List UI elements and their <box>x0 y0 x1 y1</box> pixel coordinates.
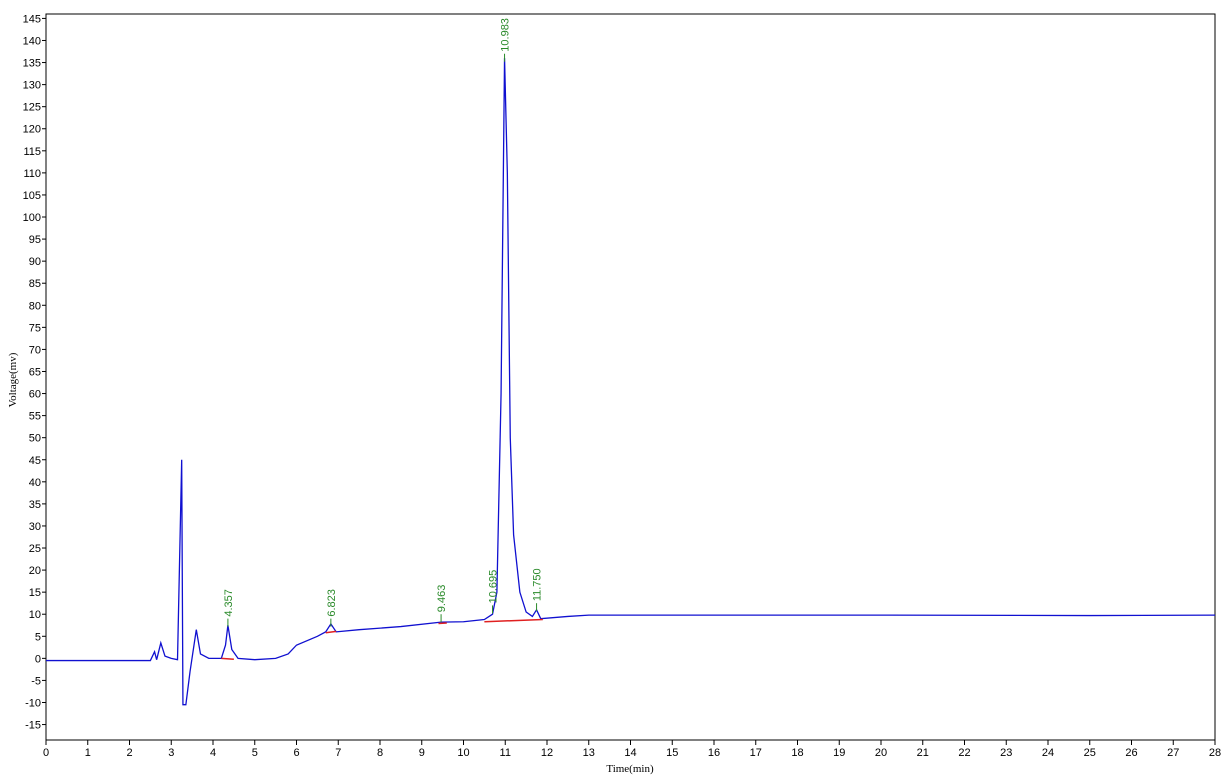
peak-label: 10.695 <box>488 570 500 604</box>
x-tick-label: 18 <box>791 747 803 759</box>
x-tick-label: 27 <box>1167 747 1179 759</box>
x-tick-label: 20 <box>875 747 887 759</box>
x-tick-label: 4 <box>210 747 216 759</box>
y-tick-label: 35 <box>29 499 41 511</box>
y-tick-label: 100 <box>23 212 41 224</box>
y-tick-label: 30 <box>29 521 41 533</box>
x-tick-label: 19 <box>833 747 845 759</box>
y-tick-label: 40 <box>29 477 41 489</box>
y-tick-label: 5 <box>35 631 41 643</box>
x-tick-label: 13 <box>583 747 595 759</box>
peak-label: 11.750 <box>532 568 544 601</box>
x-tick-label: 10 <box>457 747 469 759</box>
y-tick-label: 125 <box>23 102 41 114</box>
y-tick-label: 135 <box>23 58 41 70</box>
y-tick-label: 65 <box>29 366 41 378</box>
peak-label: 10.983 <box>500 18 512 52</box>
x-tick-label: 2 <box>126 747 132 759</box>
y-tick-label: 70 <box>29 344 41 356</box>
x-tick-label: 12 <box>541 747 553 759</box>
y-tick-label: 110 <box>23 168 41 180</box>
y-tick-label: 80 <box>29 300 41 312</box>
peak-label: 6.823 <box>326 589 338 617</box>
x-tick-label: 5 <box>252 747 258 759</box>
x-tick-label: 8 <box>377 747 383 759</box>
x-tick-label: 1 <box>85 747 91 759</box>
x-tick-label: 26 <box>1125 747 1137 759</box>
x-tick-label: 3 <box>168 747 174 759</box>
series-line <box>221 618 543 660</box>
series-line <box>46 58 1216 706</box>
y-tick-label: 75 <box>29 322 41 334</box>
y-tick-label: 60 <box>29 389 41 401</box>
x-tick-label: 21 <box>917 747 929 759</box>
y-tick-label: 95 <box>29 234 41 246</box>
x-tick-label: 14 <box>624 747 636 759</box>
plot-frame <box>45 13 1216 741</box>
y-tick-label: 15 <box>29 587 41 599</box>
y-tick-label: 45 <box>29 455 41 467</box>
x-tick-label: 15 <box>666 747 678 759</box>
x-tick-label: 11 <box>500 747 511 759</box>
y-tick-label: -15 <box>25 720 41 732</box>
y-tick-label: 145 <box>23 13 41 25</box>
x-tick-label: 0 <box>43 747 49 759</box>
y-tick-label: 90 <box>29 256 41 268</box>
y-tick-label: 140 <box>23 35 41 47</box>
y-tick-label: 55 <box>29 411 41 423</box>
peak-label: 9.463 <box>436 585 448 613</box>
x-tick-label: 22 <box>958 747 970 759</box>
peak-label: 4.357 <box>223 589 235 617</box>
x-axis-label: Time(min) <box>606 763 654 775</box>
x-tick-label: 9 <box>419 747 425 759</box>
x-tick-label: 17 <box>750 747 762 759</box>
x-tick-label: 6 <box>293 747 299 759</box>
y-tick-label: 25 <box>29 543 41 555</box>
y-tick-label: -10 <box>25 697 41 709</box>
y-tick-label: 130 <box>23 80 41 92</box>
x-tick-label: 25 <box>1084 747 1096 759</box>
y-tick-label: 0 <box>35 653 41 665</box>
y-tick-label: -5 <box>31 675 41 687</box>
x-tick-label: 7 <box>335 747 341 759</box>
y-tick-label: 120 <box>23 124 41 136</box>
x-tick-label: 24 <box>1042 747 1054 759</box>
y-tick-label: 10 <box>29 609 41 621</box>
x-tick-label: 16 <box>708 747 720 759</box>
y-tick-label: 105 <box>23 190 41 202</box>
x-tick-label: 28 <box>1209 747 1221 759</box>
x-tick-label: 23 <box>1000 747 1012 759</box>
y-tick-label: 115 <box>23 146 41 158</box>
y-axis-label: Voltage(mv) <box>7 352 19 407</box>
y-tick-label: 20 <box>29 565 41 577</box>
y-tick-label: 50 <box>29 433 41 445</box>
y-tick-label: 85 <box>29 278 41 290</box>
